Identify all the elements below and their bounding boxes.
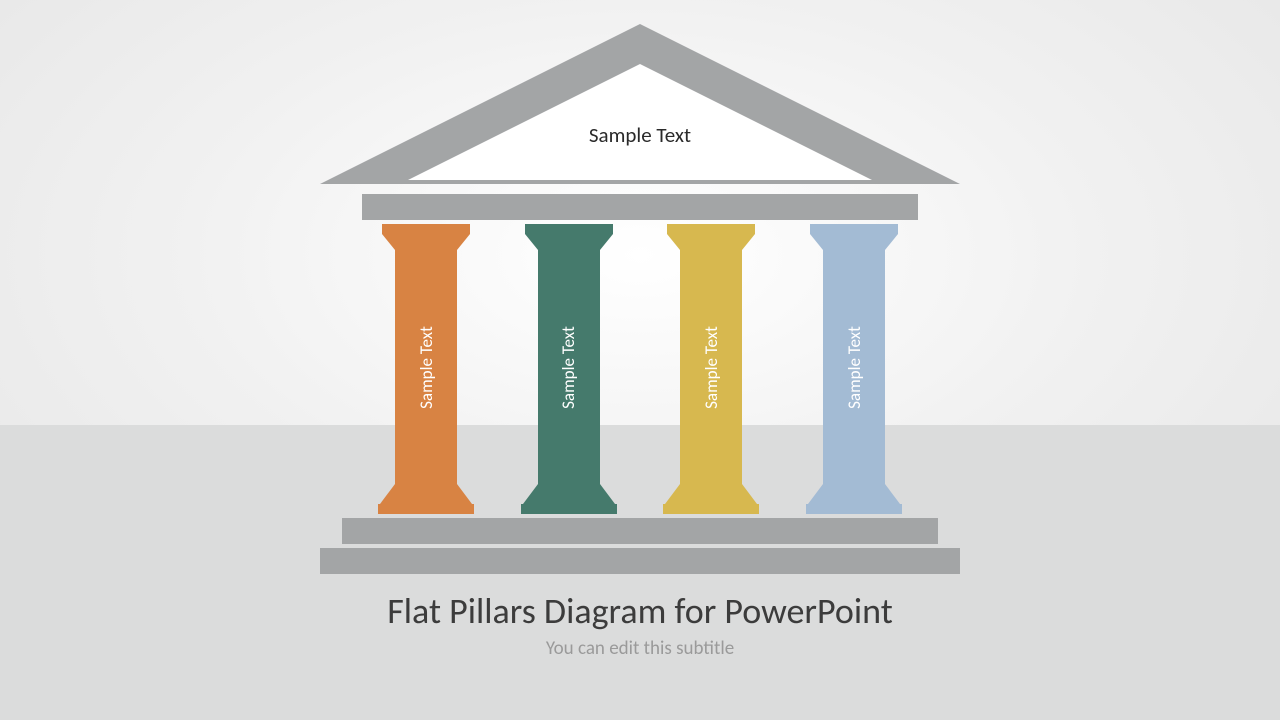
pillar-label: Sample Text xyxy=(701,326,722,409)
title-area: Flat Pillars Diagram for PowerPoint You … xyxy=(0,589,1280,660)
pillar-base-rect xyxy=(663,504,759,514)
pillar-base-trap xyxy=(680,484,742,504)
pillar-2: Sample Text xyxy=(525,224,613,514)
pillar-base-trap xyxy=(538,484,600,504)
pillar-label: Sample Text xyxy=(558,326,579,409)
pillar-cap-rect xyxy=(525,224,613,234)
pillar-cap-rect xyxy=(810,224,898,234)
pillar-label: Sample Text xyxy=(843,326,864,409)
slide-title: Flat Pillars Diagram for PowerPoint xyxy=(0,589,1280,633)
pillars-row: Sample Text Sample Text Sample Text xyxy=(362,224,918,514)
pillar-1: Sample Text xyxy=(382,224,470,514)
roof-text: Sample Text xyxy=(320,122,960,148)
pillars-diagram: Sample Text Sample Text Sample Text xyxy=(330,24,950,574)
pillar-cap-rect xyxy=(667,224,755,234)
pillar-shaft: Sample Text xyxy=(680,250,742,484)
pillar-base-rect xyxy=(378,504,474,514)
base-step-lower xyxy=(320,548,960,574)
roof: Sample Text xyxy=(320,24,960,184)
pillar-base-rect xyxy=(806,504,902,514)
pillar-3: Sample Text xyxy=(667,224,755,514)
pillar-4: Sample Text xyxy=(810,224,898,514)
pillar-shaft: Sample Text xyxy=(538,250,600,484)
pillar-cap-trap xyxy=(680,234,742,250)
pillar-cap-trap xyxy=(823,234,885,250)
base-step-upper xyxy=(342,518,938,544)
pillar-shaft: Sample Text xyxy=(823,250,885,484)
pillar-cap-rect xyxy=(382,224,470,234)
architrave-beam xyxy=(362,194,918,220)
pillar-cap-trap xyxy=(395,234,457,250)
pillar-shaft: Sample Text xyxy=(395,250,457,484)
pillar-base-trap xyxy=(395,484,457,504)
pillar-base-rect xyxy=(521,504,617,514)
pillar-label: Sample Text xyxy=(416,326,437,409)
pillar-cap-trap xyxy=(538,234,600,250)
pillar-base-trap xyxy=(823,484,885,504)
slide-subtitle: You can edit this subtitle xyxy=(0,637,1280,660)
